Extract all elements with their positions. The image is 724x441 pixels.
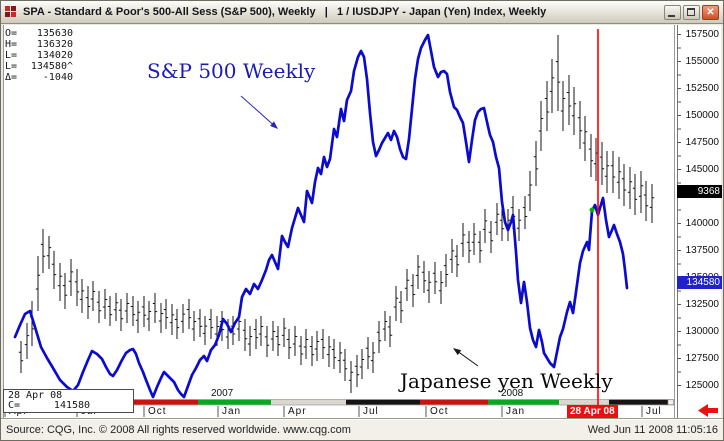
current-date-label: 28 Apr 08	[567, 405, 618, 418]
quote-row: Δ= -1040	[5, 72, 73, 83]
grid-line	[456, 350, 479, 367]
grid-line	[240, 95, 275, 127]
maximize-button[interactable]	[683, 4, 700, 20]
time-axis-label: Jul	[363, 406, 379, 417]
price-axis-label: 140000	[685, 218, 719, 229]
timeline-segment[interactable]	[129, 399, 198, 405]
yen-annotation: Japanese yen Weekly	[400, 369, 613, 393]
timeline-segment[interactable]	[198, 399, 271, 405]
quote-row: H= 136320	[5, 39, 73, 50]
time-axis-label: Jul	[646, 406, 662, 417]
time-axis-label: Oct	[148, 406, 167, 417]
year-label: 2007	[211, 388, 234, 399]
time-axis-label: Oct	[430, 406, 449, 417]
quote-ohlc-box: O= 135630 H= 136320 L= 134020 L= 134580^ Δ= -1040	[5, 28, 73, 83]
cursor-date: 28 Apr 08	[8, 390, 63, 401]
timeline-segment[interactable]	[488, 399, 559, 405]
cursor-info-box: 28 Apr 08 C= 141580	[3, 389, 134, 413]
quote-row: O= 135630	[5, 28, 73, 39]
price-axis-label: 145000	[685, 164, 719, 175]
price-axis-label: 157500	[685, 29, 719, 40]
timeline-segment[interactable]	[420, 399, 488, 405]
quote-row: L= 134580^	[5, 61, 73, 72]
window-controls: ✕	[664, 4, 719, 20]
minimize-button[interactable]	[664, 4, 681, 20]
price-axis-panel	[678, 25, 721, 419]
cursor-cross-dot	[589, 207, 595, 213]
sp500-last-price-box: 134580	[677, 275, 722, 289]
price-axis-label: 125000	[685, 380, 719, 391]
timeline-segment[interactable]	[346, 399, 420, 405]
status-bar: Source: CQG, Inc. © 2008 All rights rese…	[1, 418, 723, 440]
time-axis-label: Jan	[506, 406, 526, 417]
timeline-segment[interactable]	[609, 399, 671, 405]
window-title: SPA - Standard & Poor's 500-All Sess (S&…	[23, 6, 547, 18]
title-bar[interactable]: SPA - Standard & Poor's 500-All Sess (S&…	[1, 1, 723, 24]
cursor-close-label: C=	[8, 400, 21, 411]
cursor-close-value: 141580	[53, 400, 91, 411]
timeline-thumb-right[interactable]	[667, 399, 674, 405]
sp500-line-series	[13, 33, 629, 399]
price-axis-label: 130000	[685, 326, 719, 337]
price-axis-label: 147500	[685, 137, 719, 148]
sp500-annotation: S&P 500 Weekly	[147, 59, 316, 83]
price-axis-label: 155000	[685, 56, 719, 67]
price-axis-label: 137500	[685, 245, 719, 256]
cqg-app-icon	[5, 5, 18, 19]
annotation-arrowhead	[270, 121, 278, 129]
price-axis-label: 152500	[685, 83, 719, 94]
time-axis-label: Jan	[222, 406, 242, 417]
time-axis-row	[3, 405, 721, 419]
clock-text: Wed Jun 11 2008 11:05:16	[587, 423, 718, 436]
quote-row: L= 134020	[5, 50, 73, 61]
year-label: 2008	[501, 388, 524, 399]
annotation-arrowhead	[453, 348, 462, 356]
price-axis-label: 127500	[685, 353, 719, 364]
price-axis-label: 132500	[685, 299, 719, 310]
source-text: Source: CQG, Inc. © 2008 All rights rese…	[6, 423, 351, 436]
close-button[interactable]: ✕	[702, 4, 719, 20]
scroll-left-arrow-icon[interactable]	[698, 404, 718, 417]
yen-last-price-box: 9368	[677, 184, 722, 198]
price-axis-label: 150000	[685, 110, 719, 121]
time-axis-label: Apr	[288, 406, 307, 417]
